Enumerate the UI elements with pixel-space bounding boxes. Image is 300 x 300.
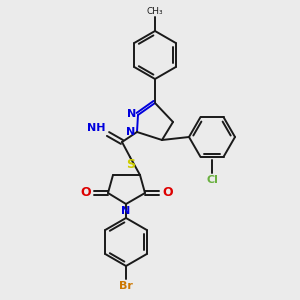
Text: N: N bbox=[127, 109, 136, 119]
Text: Br: Br bbox=[119, 281, 133, 291]
Text: N: N bbox=[122, 206, 130, 216]
Text: N: N bbox=[126, 127, 135, 137]
Text: S: S bbox=[127, 158, 136, 171]
Text: Cl: Cl bbox=[206, 175, 218, 185]
Text: CH₃: CH₃ bbox=[147, 7, 163, 16]
Text: O: O bbox=[162, 187, 172, 200]
Text: NH: NH bbox=[88, 123, 106, 133]
Text: O: O bbox=[80, 187, 91, 200]
